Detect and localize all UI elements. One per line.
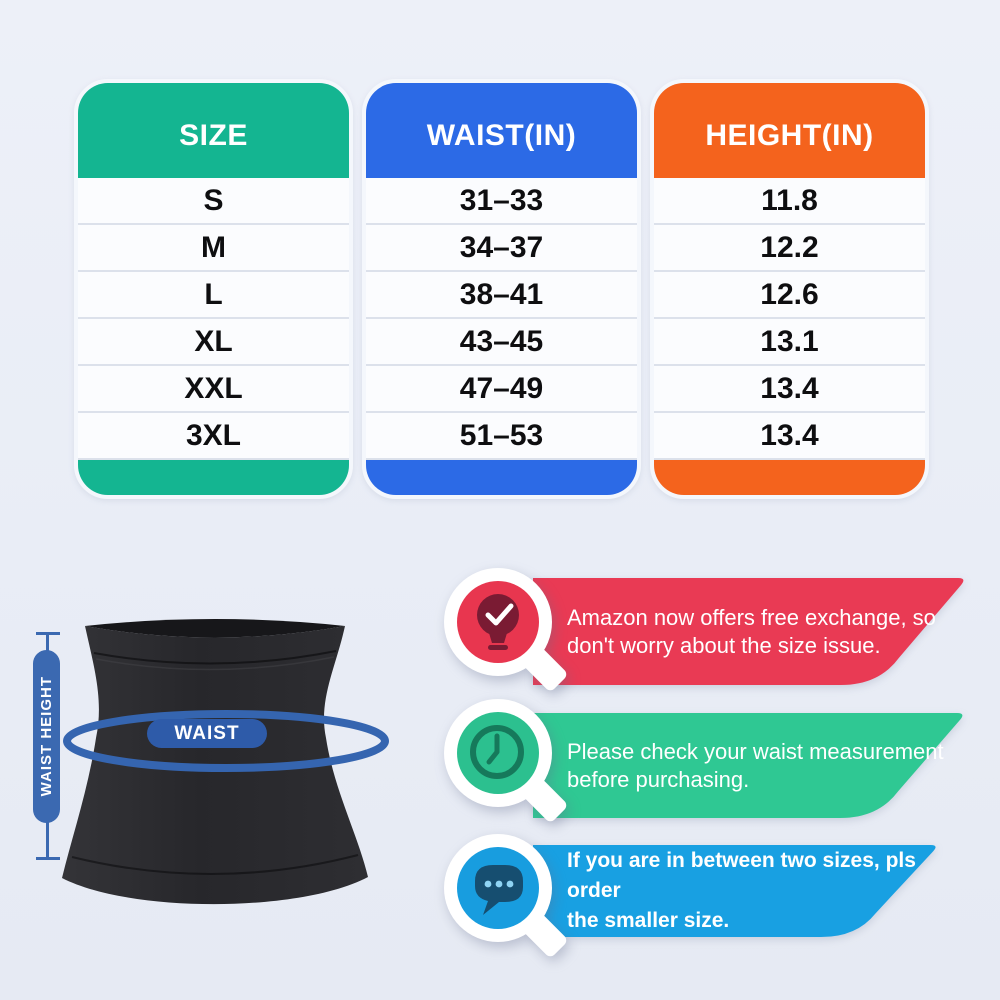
waist-column-footer	[366, 460, 637, 495]
size-header-label: SIZE	[179, 118, 248, 152]
trainer-opening	[85, 619, 345, 638]
height-column-header: HEIGHT(IN)	[654, 83, 925, 178]
waist-cell: 38–41	[366, 272, 637, 319]
callout-line: don't worry about the size issue.	[567, 632, 881, 658]
waist-height-label-pill: WAIST HEIGHT	[33, 650, 60, 823]
height-ruler-top-cap	[36, 632, 60, 635]
height-cell: 13.4	[654, 366, 925, 413]
height-cell: 13.1	[654, 319, 925, 366]
size-cell: XXL	[78, 366, 349, 413]
height-cell: 12.2	[654, 225, 925, 272]
chat-bubble-icon	[444, 834, 567, 957]
height-header-label: HEIGHT(IN)	[705, 118, 874, 152]
height-ruler-bottom-cap	[36, 857, 60, 860]
height-cell: 11.8	[654, 178, 925, 225]
size-column-header: SIZE	[78, 83, 349, 178]
waist-trainer-illustration	[62, 619, 389, 905]
trainer-bottom-seam	[71, 854, 359, 875]
waist-label: WAIST	[174, 722, 240, 744]
waist-cell: 47–49	[366, 366, 637, 413]
size-cell: S	[78, 178, 349, 225]
waist-column: WAIST(IN) 31–33 34–37 38–41 43–45 47–49 …	[362, 79, 641, 499]
height-column: HEIGHT(IN) 11.8 12.2 12.6 13.1 13.4 13.4	[650, 79, 929, 499]
size-column: SIZE S M L XL XXL 3XL	[74, 79, 353, 499]
waist-cell: 51–53	[366, 413, 637, 460]
callout-line: the smaller size.	[567, 909, 730, 932]
callout-check-measurement: Please check your waist measurement befo…	[533, 713, 965, 818]
waist-header-label: WAIST(IN)	[426, 118, 577, 152]
callout-line: Amazon now offers free exchange, so	[567, 604, 936, 630]
size-cell: 3XL	[78, 413, 349, 460]
height-cell: 13.4	[654, 413, 925, 460]
blue-ribbon-shape	[533, 845, 936, 937]
height-cell: 12.6	[654, 272, 925, 319]
callout-text: If you are in between two sizes, pls ord…	[567, 845, 938, 937]
trainer-top-seam	[93, 650, 337, 665]
size-cell: M	[78, 225, 349, 272]
callout-line: Please check your waist measurement	[567, 738, 944, 764]
waist-cell: 43–45	[366, 319, 637, 366]
red-ribbon-shape	[533, 578, 964, 685]
callout-text: Please check your waist measurement befo…	[567, 713, 944, 818]
waist-measure-ellipse	[63, 710, 389, 772]
callout-line: If you are in between two sizes, pls ord…	[567, 849, 916, 902]
height-column-footer	[654, 460, 925, 495]
size-cell: XL	[78, 319, 349, 366]
callout-free-exchange: Amazon now offers free exchange, so don'…	[533, 578, 966, 685]
size-table: SIZE S M L XL XXL 3XL WAIST(IN) 31–33 34…	[74, 79, 929, 499]
waist-column-header: WAIST(IN)	[366, 83, 637, 178]
waist-label-pill: WAIST	[147, 719, 267, 748]
trainer-top-seam-2	[95, 656, 335, 671]
lightbulb-check-icon	[444, 568, 567, 691]
green-ribbon-shape	[533, 713, 963, 818]
waist-cell: 34–37	[366, 225, 637, 272]
callout-line: before purchasing.	[567, 766, 750, 792]
callout-text: Amazon now offers free exchange, so don'…	[567, 578, 936, 685]
callout-between-sizes: If you are in between two sizes, pls ord…	[533, 845, 938, 937]
clock-icon	[444, 699, 567, 822]
waist-height-label: WAIST HEIGHT	[38, 676, 55, 797]
size-cell: L	[78, 272, 349, 319]
waist-cell: 31–33	[366, 178, 637, 225]
size-column-footer	[78, 460, 349, 495]
